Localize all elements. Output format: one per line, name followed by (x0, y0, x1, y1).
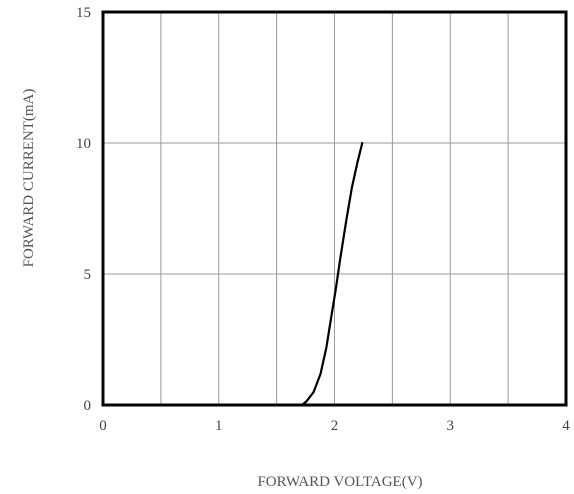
series-layer (301, 141, 364, 407)
series-line-1 (301, 141, 364, 407)
horizontal-gridlines (103, 142, 566, 275)
plot-frame (101, 10, 568, 407)
vertical-gridlines (160, 12, 509, 405)
x-axis-label: FORWARD VOLTAGE(V) (257, 474, 422, 490)
y-tick-label: 15 (76, 5, 91, 21)
x-tick-label: 2 (331, 418, 339, 434)
y-tick-label: 0 (84, 398, 92, 414)
y-tick-labels: 0 5 10 15 (76, 5, 91, 414)
y-axis-label: FORWARD CURRENT(mA) (21, 89, 37, 268)
x-tick-label: 0 (99, 418, 107, 434)
x-tick-label: 4 (562, 418, 570, 434)
y-tick-label: 5 (84, 267, 92, 283)
x-tick-label: 3 (447, 418, 455, 434)
y-tick-label: 10 (76, 136, 91, 152)
x-tick-label: 1 (215, 418, 223, 434)
x-tick-labels: 0 1 2 3 4 (99, 418, 570, 434)
